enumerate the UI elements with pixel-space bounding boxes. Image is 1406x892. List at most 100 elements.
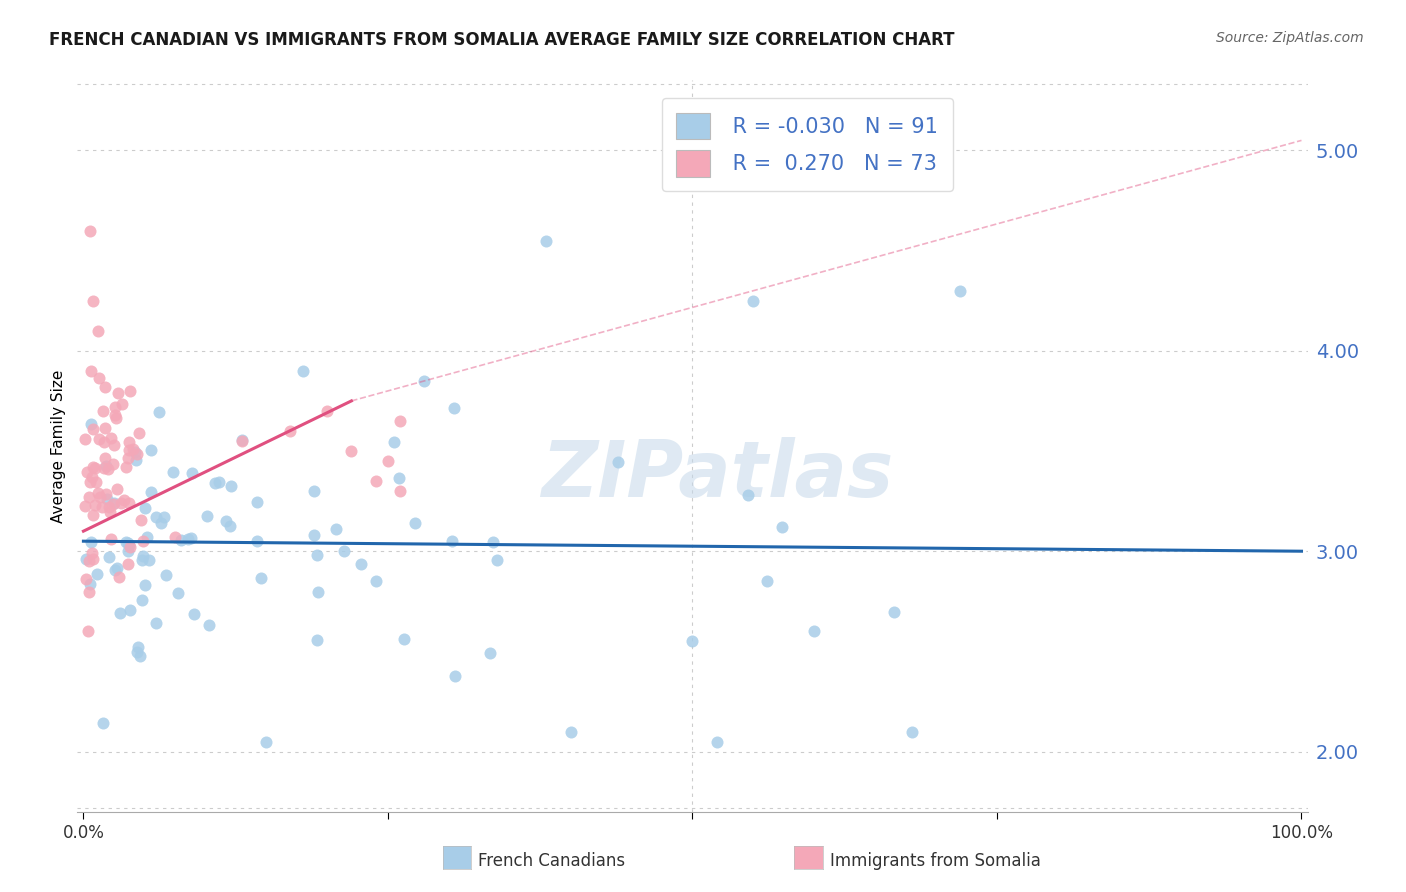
Point — [87, 324, 110, 338]
Point — [94, 380, 117, 394]
Point — [91, 500, 114, 515]
Point — [89, 490, 111, 504]
Text: French Canadians: French Canadians — [478, 852, 626, 870]
Point — [105, 410, 128, 425]
Point — [132, 533, 155, 548]
Point — [103, 438, 125, 452]
Point — [139, 485, 162, 500]
Point — [73, 432, 96, 446]
Point — [117, 451, 139, 466]
Point — [219, 479, 242, 493]
Point — [128, 649, 150, 664]
Point — [82, 422, 104, 436]
Point — [883, 605, 905, 619]
Point — [118, 538, 141, 552]
Point — [155, 568, 177, 582]
Point — [254, 734, 277, 748]
Point — [94, 459, 117, 474]
Point — [79, 585, 101, 599]
Point — [86, 567, 108, 582]
Point — [120, 603, 142, 617]
Point — [392, 632, 415, 647]
Point — [94, 420, 117, 434]
Point — [82, 470, 104, 484]
Point — [181, 466, 204, 480]
Point — [152, 510, 174, 524]
Point — [125, 447, 148, 461]
Point — [124, 444, 146, 458]
Point — [204, 476, 226, 491]
Point — [307, 584, 329, 599]
Point — [607, 455, 630, 469]
Point — [706, 734, 728, 748]
Point — [180, 531, 202, 545]
Point — [93, 404, 115, 418]
Text: ZIPatlas: ZIPatlas — [541, 437, 893, 513]
Point — [350, 558, 373, 572]
Point — [89, 432, 111, 446]
Point — [75, 572, 97, 586]
Point — [737, 488, 759, 502]
Point — [98, 505, 121, 519]
Point — [163, 530, 186, 544]
Point — [100, 431, 122, 445]
Point — [440, 533, 463, 548]
Point — [104, 563, 127, 577]
Point — [377, 454, 399, 468]
Point — [249, 571, 271, 585]
Point — [246, 495, 269, 509]
Point — [104, 400, 127, 414]
Point — [145, 615, 167, 630]
Point — [82, 293, 104, 308]
Point — [111, 397, 134, 411]
Point — [80, 417, 103, 431]
Point — [148, 405, 170, 419]
Point — [80, 535, 103, 549]
Point — [388, 471, 411, 485]
Point — [389, 484, 412, 499]
Point — [135, 530, 157, 544]
Text: FRENCH CANADIAN VS IMMIGRANTS FROM SOMALIA AVERAGE FAMILY SIZE CORRELATION CHART: FRENCH CANADIAN VS IMMIGRANTS FROM SOMAL… — [49, 31, 955, 49]
Point — [246, 534, 269, 549]
Point — [138, 552, 160, 566]
Point — [219, 519, 242, 533]
Point — [83, 461, 105, 475]
Point — [231, 433, 253, 447]
Y-axis label: Average Family Size: Average Family Size — [51, 369, 66, 523]
Point — [129, 513, 152, 527]
Point — [75, 552, 97, 566]
Point — [382, 434, 405, 449]
Point — [183, 607, 205, 621]
Point — [122, 442, 145, 456]
Point — [103, 458, 125, 472]
Point — [536, 234, 558, 248]
Point — [97, 549, 120, 564]
Point — [118, 435, 141, 450]
Point — [478, 646, 501, 660]
Point — [127, 640, 149, 654]
Point — [404, 516, 426, 530]
Point — [114, 459, 136, 474]
Point — [93, 434, 115, 449]
Point — [131, 553, 153, 567]
Point — [96, 491, 118, 506]
Point — [118, 496, 141, 510]
Point — [305, 549, 328, 563]
Point — [110, 496, 132, 510]
Point — [364, 474, 387, 488]
Point — [94, 487, 117, 501]
Point — [125, 645, 148, 659]
Point — [115, 535, 138, 549]
Point — [73, 500, 96, 514]
Point — [79, 475, 101, 489]
Point — [87, 370, 110, 384]
Point — [124, 453, 146, 467]
Point — [87, 485, 110, 500]
Point — [134, 501, 156, 516]
Point — [132, 549, 155, 563]
Point — [197, 618, 219, 632]
Point — [120, 541, 142, 555]
Point — [80, 364, 103, 378]
Point — [105, 561, 128, 575]
Point — [100, 533, 122, 547]
